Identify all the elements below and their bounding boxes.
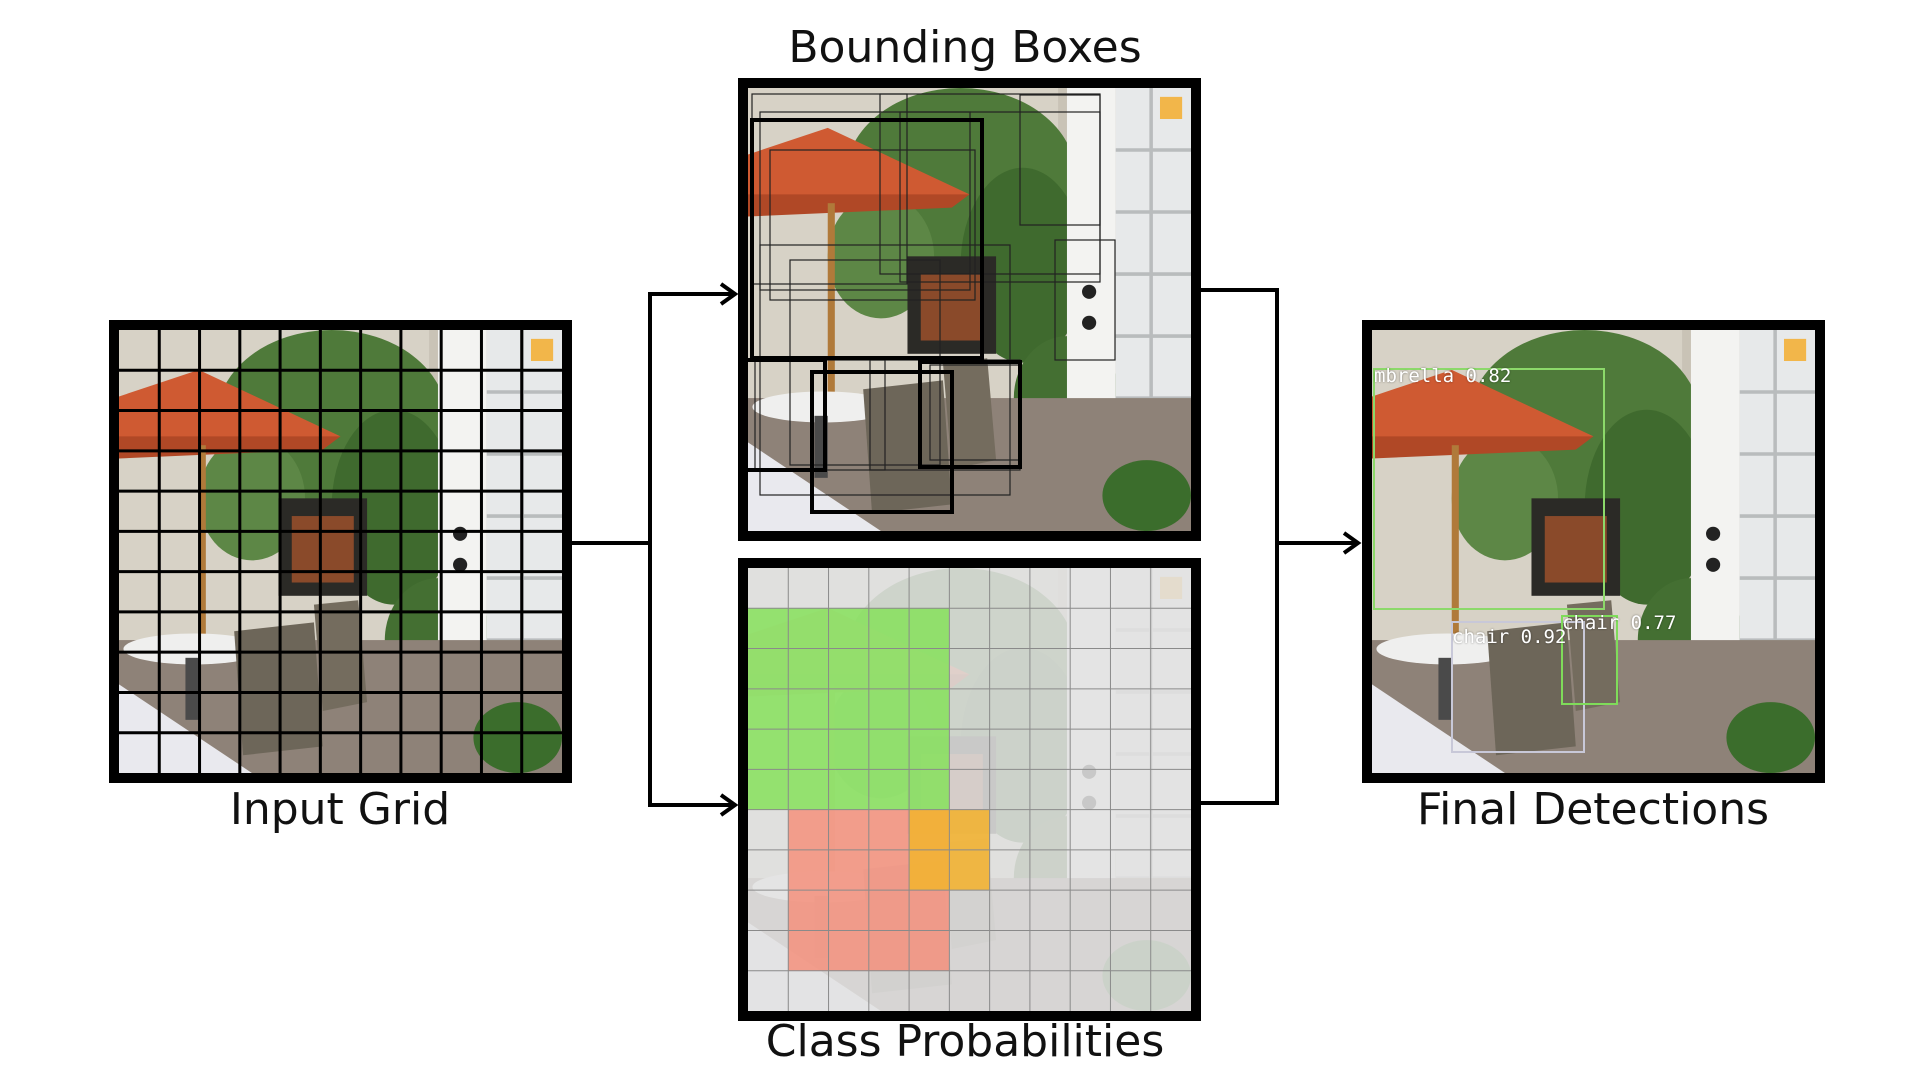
arrowhead — [719, 793, 739, 817]
bbox-frame — [738, 78, 1201, 541]
connector-merge — [1196, 288, 1279, 805]
bounding-boxes-panel — [738, 78, 1201, 541]
candidate-box-strong — [918, 360, 1022, 469]
input-grid-title: Input Grid — [229, 784, 451, 835]
candidate-box — [759, 111, 971, 291]
candidate-box — [769, 149, 976, 301]
arrowhead — [719, 282, 739, 306]
candidate-box — [1054, 239, 1116, 361]
class-frame — [738, 558, 1201, 1021]
class-probabilities-title: Class Probabilities — [765, 1016, 1165, 1067]
final-detections-title: Final Detections — [1416, 784, 1770, 835]
bounding-boxes-title: Bounding Boxes — [788, 22, 1142, 73]
input-grid-panel — [109, 320, 572, 783]
input-frame — [109, 320, 572, 783]
candidate-box — [759, 244, 1011, 496]
final-image — [1372, 330, 1815, 773]
detection-label-chair-2: chair 0.77 — [1562, 612, 1677, 634]
arrowhead — [1342, 531, 1362, 555]
connector-to-class-probabilities — [648, 543, 735, 807]
input-image — [119, 330, 562, 773]
candidate-box-strong — [810, 370, 954, 514]
class-probabilities-panel — [738, 558, 1201, 1021]
detection-box-chair-2 — [1561, 615, 1618, 705]
grid-overlay — [119, 330, 562, 773]
class-grid-overlay — [748, 568, 1191, 1011]
detection-label-umbrella: mbrella 0.82 — [1374, 365, 1512, 387]
detection-box-chair-1 — [1451, 621, 1585, 753]
candidate-box-strong — [750, 118, 984, 360]
final-detections-panel — [1362, 320, 1825, 783]
final-frame — [1362, 320, 1825, 783]
class-region-umbrella — [748, 608, 950, 810]
candidate-box — [1019, 94, 1101, 226]
flow-connectors — [567, 282, 1362, 817]
detection-box-umbrella — [1373, 368, 1605, 610]
connector-to-bounding-boxes — [567, 292, 735, 545]
candidate-boxes — [743, 93, 1116, 514]
detection-label-chair-1: chair 0.92 — [1452, 626, 1567, 648]
